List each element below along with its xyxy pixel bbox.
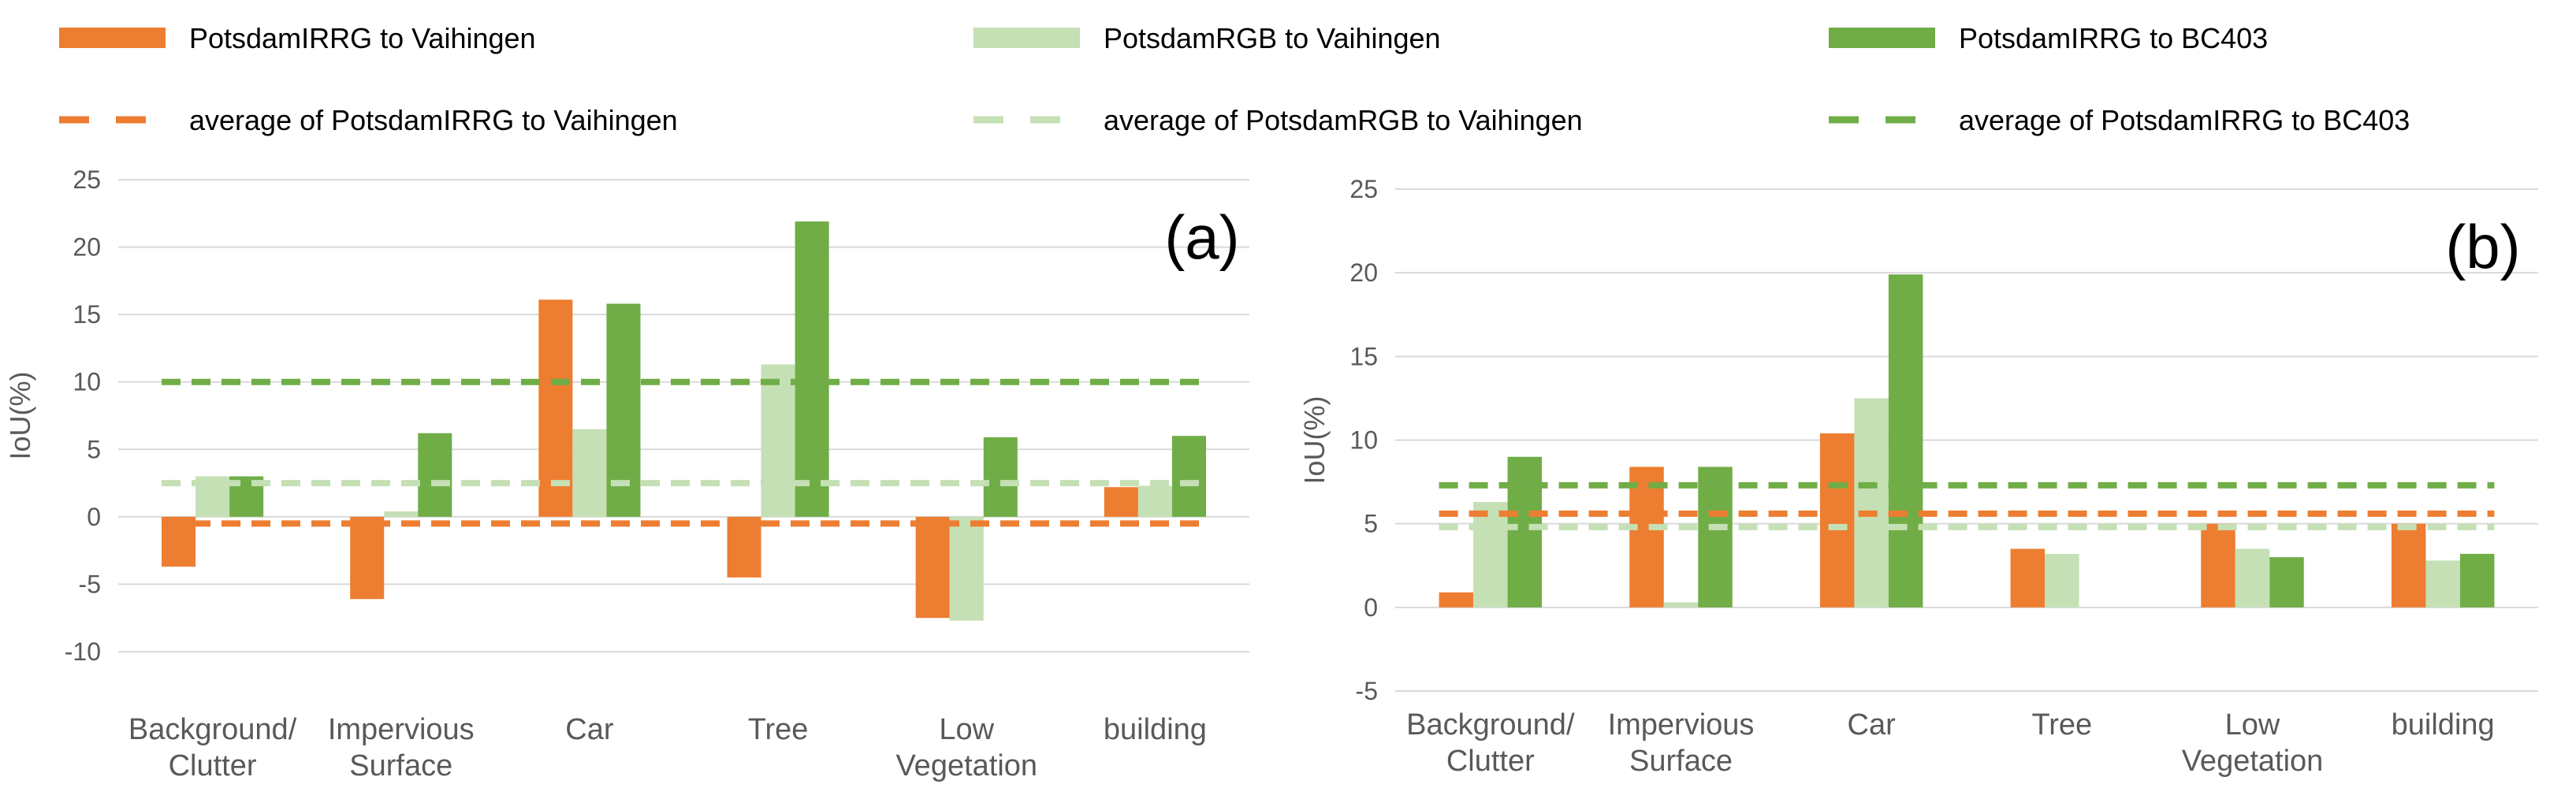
legend-label: average of PotsdamIRRG to BC403 <box>1959 104 2410 136</box>
legend-swatch <box>973 28 1080 48</box>
category-label: Impervious <box>1608 708 1755 741</box>
bar <box>1819 433 1855 608</box>
bar <box>2010 548 2046 608</box>
bar <box>949 516 984 621</box>
series <box>1507 274 2495 608</box>
legend-label: average of PotsdamRGB to Vaihingen <box>1104 104 1583 136</box>
bar <box>1507 456 1543 608</box>
bar <box>1854 398 1889 608</box>
bar <box>1663 602 1699 608</box>
chart-panel-b: -5 0 5 10 15 20 25 Background/Clutter Impervious… <box>1298 175 2538 778</box>
category-label: Car <box>565 713 614 746</box>
bar <box>384 511 419 517</box>
y-tick-label: -5 <box>79 570 101 598</box>
legend-entry: PotsdamIRRG to Vaihingen <box>59 22 536 54</box>
y-tick-label: 20 <box>73 233 101 262</box>
category-label: Vegetation <box>895 749 1037 782</box>
legend-swatch <box>59 28 166 48</box>
category-label: Low <box>2225 708 2280 741</box>
legend-label: PotsdamIRRG to Vaihingen <box>189 22 536 54</box>
panel-label: (a) <box>1164 203 1239 272</box>
category-label: Surface <box>349 749 452 782</box>
legend-label: PotsdamIRRG to BC403 <box>1959 22 2268 54</box>
category-label: Clutter <box>1446 745 1535 778</box>
legend-entry: average of PotsdamRGB to Vaihingen <box>973 104 1583 136</box>
bar <box>418 433 452 517</box>
category-label: Clutter <box>169 749 257 782</box>
bar <box>2459 553 2495 608</box>
bar <box>1888 274 1923 608</box>
bar <box>2045 553 2079 608</box>
category-label: Background/ <box>1406 708 1575 741</box>
series <box>1439 433 2426 608</box>
category-label: Low <box>939 713 994 746</box>
bar <box>2391 523 2426 608</box>
legend-entry: average of PotsdamIRRG to Vaihingen <box>59 104 678 136</box>
y-axis-label: IoU(%) <box>4 371 36 459</box>
gridlines <box>1395 188 2538 692</box>
y-tick-label: 0 <box>87 503 101 531</box>
legend-entry: PotsdamRGB to Vaihingen <box>973 22 1441 54</box>
y-tick-label: 25 <box>1349 175 1378 203</box>
category-label: Tree <box>2031 708 2092 741</box>
bar <box>350 516 385 600</box>
bar <box>983 437 1018 517</box>
y-tick-label: 15 <box>1349 342 1378 370</box>
gridlines <box>118 179 1249 652</box>
bar <box>572 429 607 517</box>
y-tick-label: -10 <box>65 637 101 666</box>
bar <box>2235 548 2270 608</box>
legend-swatch <box>1829 28 1935 48</box>
y-tick-label: 0 <box>1364 593 1378 622</box>
category-label: Car <box>1848 708 1897 741</box>
bar <box>1171 436 1206 517</box>
bar <box>761 364 795 517</box>
bar <box>1439 592 1474 608</box>
legend-entry: average of PotsdamIRRG to BC403 <box>1829 104 2410 136</box>
y-tick-label: -5 <box>1356 677 1378 705</box>
bar <box>1104 487 1138 517</box>
legend-label: average of PotsdamIRRG to Vaihingen <box>189 104 678 136</box>
bar <box>1698 466 1733 608</box>
bar <box>795 221 829 517</box>
y-tick-label: 5 <box>1364 510 1378 538</box>
y-tick-label: 25 <box>73 165 101 194</box>
y-axis-label: IoU(%) <box>1298 396 1331 484</box>
series <box>229 221 1206 517</box>
series <box>1473 398 2460 608</box>
category-label: Impervious <box>328 713 475 746</box>
legend: PotsdamIRRG to Vaihingen PotsdamRGB to Va… <box>59 22 2410 136</box>
category-label: building <box>2392 708 2495 741</box>
bar <box>915 516 950 619</box>
series <box>195 364 1172 621</box>
y-tick-label: 10 <box>1349 426 1378 455</box>
y-tick-label: 5 <box>87 435 101 463</box>
category-label: Vegetation <box>2182 745 2324 778</box>
y-tick-label: 20 <box>1349 258 1378 287</box>
bar <box>2201 523 2235 608</box>
bar <box>2269 557 2304 608</box>
category-label: Tree <box>748 713 809 746</box>
y-tick-label: 15 <box>73 300 101 329</box>
y-tick-label: 10 <box>73 368 101 396</box>
legend-label: PotsdamRGB to Vaihingen <box>1104 22 1441 54</box>
category-label: Background/ <box>128 713 297 746</box>
category-label: building <box>1104 713 1207 746</box>
series <box>162 299 1138 619</box>
bar <box>727 516 761 578</box>
category-label: Surface <box>1629 745 1733 778</box>
chart-panel-a: -10 -5 0 5 10 15 20 25 Background/Clutter Impervi… <box>4 165 1249 782</box>
panel-label: (b) <box>2445 212 2520 281</box>
bar <box>1473 502 1508 608</box>
bar <box>1629 466 1664 608</box>
bar <box>1137 485 1172 517</box>
bar <box>2425 560 2460 608</box>
legend-entry: PotsdamIRRG to BC403 <box>1829 22 2268 54</box>
